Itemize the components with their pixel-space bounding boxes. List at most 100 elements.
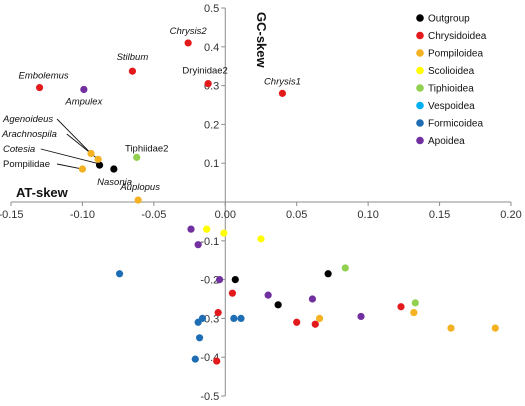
point-chrysidoidea xyxy=(214,308,222,317)
legend-label: Apoidea xyxy=(428,136,465,147)
point-outgroup xyxy=(274,301,282,309)
leader-line xyxy=(56,118,92,154)
point-scolioidea xyxy=(257,235,265,243)
point-tiphioidea xyxy=(411,299,419,307)
legend-marker xyxy=(416,31,424,40)
x-tick-label: -0.15 xyxy=(0,209,24,221)
point-pompiloidea xyxy=(78,165,87,173)
point-labels: Nasonia Embolemus Chrysis2 Dryinidae2 Chrysi… xyxy=(1,26,301,193)
point-scolioidea xyxy=(203,225,211,233)
point-pompiloidea xyxy=(410,308,418,317)
y-tick-label: 0.5 xyxy=(204,3,219,15)
point-outgroup xyxy=(95,161,104,169)
point-chrysidoidea xyxy=(311,320,319,328)
legend: Outgroup Chrysidoidea Pompiloidea Scolioide… xyxy=(416,14,487,147)
point-label: Tiphiidae2 xyxy=(125,143,168,154)
point-apoidea xyxy=(264,291,272,299)
point-apoidea xyxy=(80,85,88,94)
point-tiphioidea xyxy=(341,264,349,272)
point-formicoidea xyxy=(237,314,245,322)
point-label: Agenoideus xyxy=(2,114,53,125)
x-tick-label: 0.15 xyxy=(429,209,450,221)
point-pompiloidea xyxy=(87,149,95,158)
y-tick-label: 0.1 xyxy=(204,158,219,170)
point-chrysidoidea xyxy=(278,89,287,97)
legend-label: Chrysidoidea xyxy=(428,31,487,42)
point-chrysidoidea xyxy=(204,80,212,88)
point-label: Embolemus xyxy=(18,71,68,82)
x-tick-label: -0.10 xyxy=(70,209,95,221)
point-pompiloidea xyxy=(447,324,455,332)
point-outgroup xyxy=(231,276,239,284)
legend-label: Formicoidea xyxy=(428,119,483,130)
y-tick-label: -0.1 xyxy=(200,236,219,248)
legend-label: Outgroup xyxy=(428,14,470,25)
point-pompiloidea xyxy=(315,314,324,322)
x-tick-labels: -0.15 -0.10 -0.05 0.00 0.05 0.10 0.15 0.20 xyxy=(0,209,522,221)
point-outgroup xyxy=(110,165,118,173)
point-pompiloidea xyxy=(491,324,499,332)
point-formicoidea xyxy=(195,334,204,342)
y-axis-title: GC-skew xyxy=(254,12,269,69)
legend-marker xyxy=(416,136,424,145)
point-pompiloidea xyxy=(134,196,142,204)
x-tick-label: 0.10 xyxy=(357,209,378,221)
point-formicoidea xyxy=(230,314,238,322)
y-tick-label: -0.5 xyxy=(200,391,219,403)
point-apoidea xyxy=(215,276,224,284)
annotation-label: Stilbum xyxy=(117,52,149,63)
point-label: Chrysis2 xyxy=(170,26,208,37)
legend-label: Pompiloidea xyxy=(428,49,483,60)
data-points xyxy=(35,39,499,365)
point-formicoidea xyxy=(194,318,202,326)
x-tick-label: 0.00 xyxy=(215,209,236,221)
leader-line xyxy=(56,163,83,170)
point-apoidea xyxy=(357,312,365,321)
point-pompiloidea xyxy=(94,155,102,163)
point-chrysidoidea xyxy=(397,303,405,311)
point-apoidea xyxy=(194,241,202,249)
leader-line xyxy=(40,148,100,165)
legend-marker xyxy=(416,14,424,22)
point-chrysidoidea xyxy=(35,83,44,92)
x-tick-label: -0.05 xyxy=(141,209,166,221)
y-tick-label: -0.2 xyxy=(200,275,219,287)
point-formicoidea xyxy=(191,355,199,363)
point-tiphioidea xyxy=(133,153,141,161)
y-tick-label: 0.4 xyxy=(204,42,219,54)
annotation-label: Cotesia xyxy=(3,144,35,155)
legend-label: Tiphioidea xyxy=(428,84,474,95)
point-label: Arachnospila xyxy=(1,129,57,140)
x-axis-title: AT-skew xyxy=(16,185,69,200)
x-tick-label: 0.20 xyxy=(500,209,521,221)
point-chrysidoidea xyxy=(128,67,137,75)
point-label: Nasonia xyxy=(97,177,132,188)
legend-label: Scolioidea xyxy=(428,66,475,77)
point-outgroup xyxy=(324,270,332,278)
x-tick-label: 0.05 xyxy=(286,209,307,221)
point-label: Chrysis1 xyxy=(264,76,301,87)
legend-marker xyxy=(416,119,424,127)
axes xyxy=(10,7,512,397)
legend-marker xyxy=(416,49,424,57)
point-label: Pompilidae xyxy=(3,159,50,170)
point-chrysidoidea xyxy=(293,318,301,326)
y-tick-label: 0.2 xyxy=(204,119,219,131)
point-chrysidoidea xyxy=(184,39,192,47)
legend-label: Vespoidea xyxy=(428,101,475,112)
point-formicoidea xyxy=(115,270,124,278)
y-tick-labels: 0.50.40.30.20.1-0.1-0.2-0.3-0.4-0.5 xyxy=(200,3,219,403)
point-label: Dryinidae2 xyxy=(182,66,227,77)
point-chrysidoidea xyxy=(228,289,237,297)
point-apoidea xyxy=(308,295,317,303)
point-label: Ampulex xyxy=(64,96,103,107)
point-scolioidea xyxy=(220,229,228,237)
point-label: Auplopus xyxy=(119,182,160,193)
legend-marker xyxy=(416,101,424,110)
legend-marker xyxy=(416,66,424,75)
point-chrysidoidea xyxy=(213,357,221,365)
point-apoidea xyxy=(187,225,195,233)
legend-marker xyxy=(416,84,424,92)
